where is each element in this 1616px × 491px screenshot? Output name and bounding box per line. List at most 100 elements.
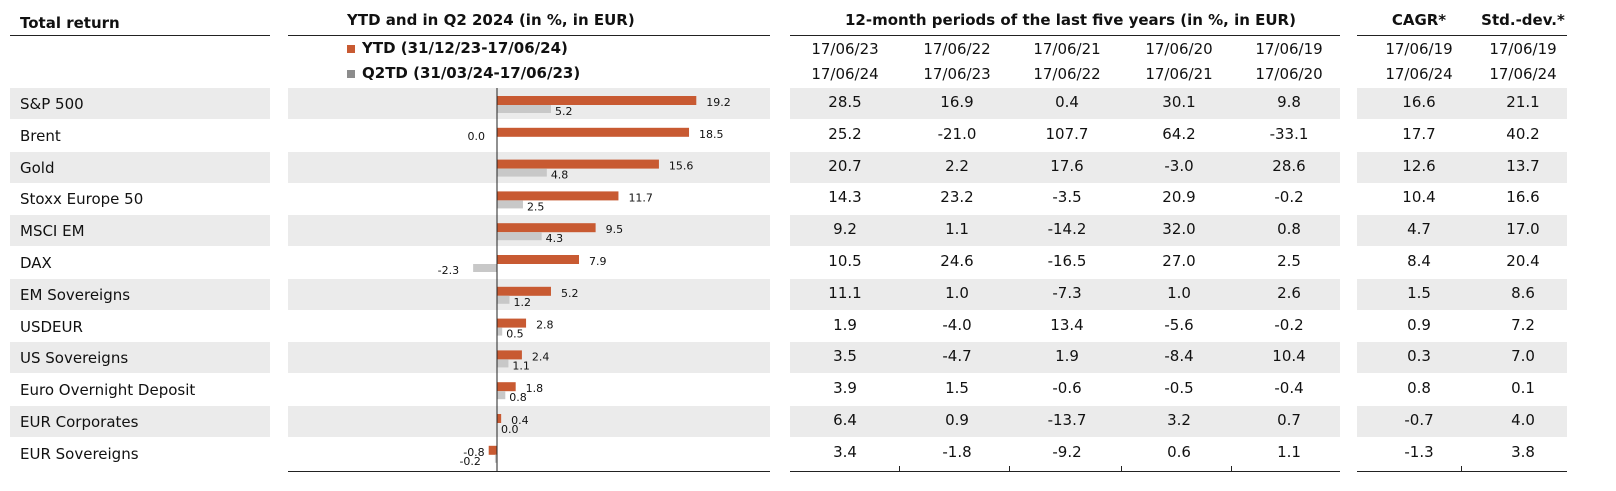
cagr-cell: 4.7 (1407, 220, 1431, 239)
bottom-rule (1357, 471, 1567, 472)
period-return-cell: 13.4 (1050, 315, 1084, 334)
period-return-cell: 9.8 (1277, 93, 1301, 111)
ytd-bar (497, 191, 619, 201)
period-return-cell: 10.5 (828, 252, 862, 270)
legend-ytd-swatch (347, 45, 355, 53)
cagr-cell: 0.9 (1407, 315, 1431, 334)
stddev-cell: 16.6 (1506, 188, 1540, 207)
ytd-value-label: 11.7 (628, 191, 653, 204)
period-return-cell: -4.7 (942, 347, 972, 366)
stddev-cell: 8.6 (1511, 283, 1535, 302)
ytd-bar (497, 414, 502, 423)
cagr-cell: -0.7 (1404, 411, 1434, 429)
ytd-bar (497, 255, 580, 264)
stddev-cell: 13.7 (1506, 156, 1540, 175)
period-return-cell: 30.1 (1162, 93, 1196, 111)
q2td-value-label: 5.2 (555, 105, 573, 118)
q2td-bar (497, 295, 510, 304)
row-band (790, 406, 1340, 437)
q2td-value-label: -2.3 (438, 264, 459, 277)
row-label: EUR Sovereigns (20, 444, 139, 463)
row-band (1357, 151, 1567, 183)
period-return-cell: -14.2 (1047, 220, 1087, 239)
ytd-bar (497, 223, 596, 233)
period-return-cell: 23.2 (940, 188, 974, 207)
q2td-value-label: 0.0 (501, 423, 519, 436)
stddev-cell: 3.8 (1511, 442, 1535, 461)
period-return-cell: 3.2 (1167, 411, 1191, 429)
row-band (790, 215, 1340, 247)
chart-title: YTD and in Q2 2024 (in %, in EUR) (347, 11, 635, 29)
q2td-value-label: 2.5 (527, 200, 545, 213)
period-return-cell: 9.2 (833, 220, 857, 239)
ytd-value-label: 19.2 (706, 96, 731, 109)
row-band (790, 278, 1340, 310)
period-return-cell: 2.5 (1277, 252, 1301, 270)
period-return-cell: -5.6 (1164, 315, 1194, 334)
header-rule (1357, 35, 1567, 36)
ytd-bar (497, 350, 522, 360)
period-return-cell: -7.3 (1052, 283, 1082, 302)
row-band (1357, 215, 1567, 247)
cagr-cell: 17.7 (1402, 124, 1436, 143)
cagr-cell: 10.4 (1402, 188, 1436, 207)
stddev-cell: 7.0 (1511, 347, 1535, 366)
ytd-value-label: 2.8 (536, 319, 554, 332)
period-return-cell: -0.5 (1164, 379, 1194, 398)
q2td-value-label: 1.1 (512, 359, 530, 372)
period-return-cell: 20.9 (1162, 188, 1196, 207)
q2td-bar (497, 168, 547, 177)
q2td-bar (494, 454, 497, 463)
period-return-cell: 3.9 (833, 379, 857, 398)
period-return-cell: 16.9 (940, 93, 974, 111)
q2td-bar (497, 391, 506, 400)
period-return-cell: 2.6 (1277, 283, 1301, 302)
row-band (10, 151, 270, 183)
cagr-cell: 0.8 (1407, 379, 1431, 398)
ytd-bar (497, 318, 527, 328)
stddev-cell: 17.0 (1506, 220, 1540, 239)
cagr-cell: 8.4 (1407, 252, 1431, 270)
q2td-value-label: 4.3 (546, 232, 564, 245)
column-tick (1121, 466, 1122, 472)
period-return-cell: 0.9 (945, 411, 969, 429)
column-tick (1009, 466, 1010, 472)
period-return-cell: 0.6 (1167, 442, 1191, 461)
q2td-value-label: 0.0 (468, 130, 486, 143)
period-return-cell: 2.2 (945, 156, 969, 175)
period-return-cell: -9.2 (1052, 442, 1082, 461)
row-band (1357, 342, 1567, 374)
period-date-to: 17/06/24 (811, 65, 879, 83)
period-return-cell: -33.1 (1269, 124, 1309, 143)
row-label: Brent (20, 126, 61, 145)
period-return-cell: 11.1 (828, 283, 862, 302)
period-return-cell: -3.0 (1164, 156, 1194, 175)
period-return-cell: -0.6 (1052, 379, 1082, 398)
bar-chart: 19.2 5.2 18.5 0.0 15.6 4.8 11.7 2.5 9.5 4.3 7.9 -2.… (438, 88, 731, 472)
period-date-from: 17/06/23 (811, 40, 879, 58)
cagr-date-from: 17/06/19 (1385, 40, 1453, 58)
period-return-cell: 28.5 (828, 93, 862, 111)
row-band (790, 88, 1340, 119)
period-return-cell: -21.0 (937, 124, 977, 143)
cagr-cell: 12.6 (1402, 156, 1436, 175)
legend-q2td-swatch (347, 70, 355, 78)
column-tick (1461, 466, 1462, 472)
row-band (10, 406, 270, 437)
ytd-value-label: 0.4 (511, 414, 529, 427)
periods-title: 12-month periods of the last five years … (845, 11, 1296, 29)
period-return-cell: 6.4 (833, 411, 857, 429)
period-return-cell: 20.7 (828, 156, 862, 175)
period-date-to: 17/06/21 (1145, 65, 1213, 83)
ytd-value-label: 2.4 (532, 350, 550, 363)
stddev-cell: 7.2 (1511, 315, 1535, 334)
period-date-to: 17/06/22 (1033, 65, 1101, 83)
ytd-bar (497, 96, 697, 105)
row-label: Euro Overnight Deposit (20, 381, 196, 400)
q2td-bar (497, 105, 551, 113)
period-return-cell: 10.4 (1272, 347, 1306, 366)
period-return-cell: 1.1 (945, 220, 969, 239)
q2td-value-label: 0.5 (506, 328, 524, 341)
period-return-cell: 64.2 (1162, 124, 1196, 143)
stddev-date-from: 17/06/19 (1489, 40, 1557, 58)
